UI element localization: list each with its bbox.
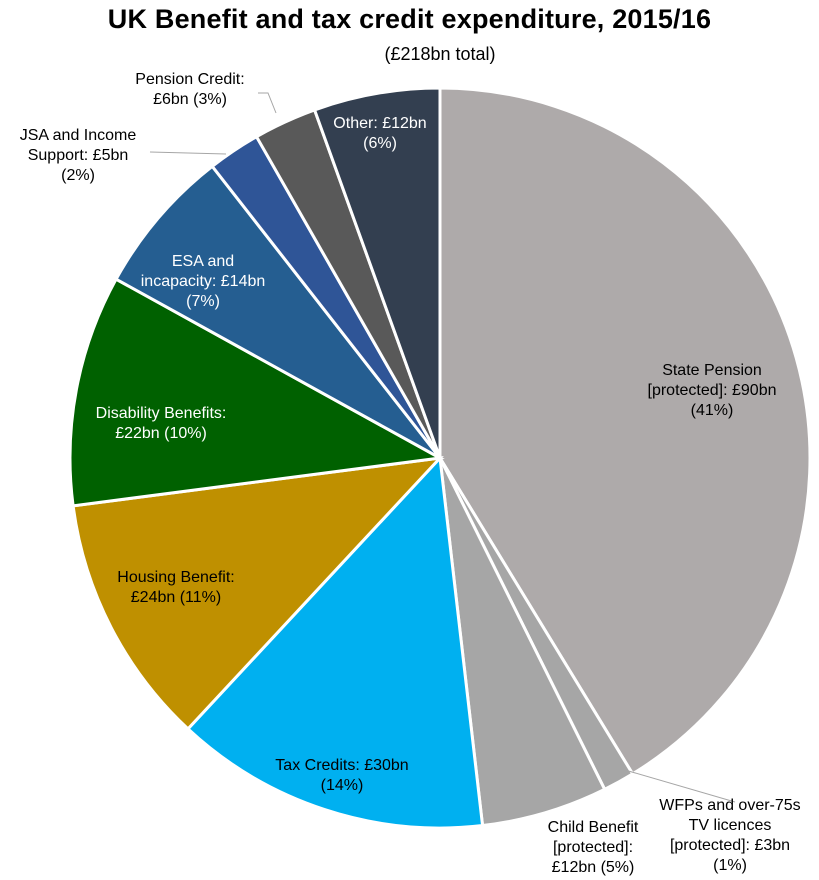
pie-slice-esa-and-incapacity <box>114 164 442 460</box>
slice-label-line: JSA and Income <box>20 127 137 144</box>
slice-label-line: Housing Benefit: <box>117 569 234 586</box>
slice-label-line: £6bn (3%) <box>153 91 227 108</box>
pie-slice-tax-credits <box>185 454 485 830</box>
leader-line <box>624 769 736 803</box>
slice-label-line: [protected]: £3bn <box>670 837 790 854</box>
slice-label-line: £12bn (5%) <box>552 859 635 876</box>
leader-line <box>258 92 277 114</box>
slice-label-line: (2%) <box>61 167 95 184</box>
slice-label-line: TV licences <box>689 817 772 834</box>
chart-subtitle: (£218bn total) <box>384 44 496 64</box>
slice-label-line: £22bn (10%) <box>115 425 207 442</box>
slice-label-line: Pension Credit: <box>135 71 244 88</box>
leader-line <box>149 151 227 155</box>
slice-label: Other: £12bn (6%) <box>333 115 426 152</box>
slice-label: State Pension [protected]: £90bn (41%) <box>648 362 777 419</box>
slice-label: WFPs and over-75s TV licences [protected]:… <box>659 797 800 874</box>
slice-label-line: (41%) <box>691 402 734 419</box>
slice-label-line: Child Benefit <box>548 819 639 836</box>
pie-slice-other <box>312 86 442 459</box>
slice-label-line: State Pension <box>662 362 762 379</box>
slice-label-line: (6%) <box>363 135 397 152</box>
slice-label-line: (7%) <box>186 293 220 310</box>
slice-label: Housing Benefit: £24bn (11%) <box>117 569 234 606</box>
slice-label: Pension Credit: £6bn (3%) <box>135 71 244 108</box>
pie-slice-disability-benefits <box>68 277 445 508</box>
slice-label-line: [protected]: <box>553 839 633 856</box>
slice-label-line: £24bn (11%) <box>131 589 221 606</box>
slice-label-line: (14%) <box>321 777 364 794</box>
pie-slice-housing-benefit <box>71 455 444 732</box>
slice-label-line: incapacity: £14bn <box>141 273 266 290</box>
slice-label-line: [protected]: £90bn <box>648 382 777 399</box>
slice-label-line: Support: £5bn <box>28 147 129 164</box>
slice-label: JSA and Income Support: £5bn (2%) <box>20 127 137 184</box>
slice-label: Child Benefit [protected]: £12bn (5%) <box>548 819 639 876</box>
slice-label-line: Disability Benefits: <box>96 405 227 422</box>
slice-label-line: WFPs and over-75s <box>659 797 800 814</box>
slice-label-line: ESA and <box>172 253 234 270</box>
slice-label: ESA and incapacity: £14bn (7%) <box>141 253 266 310</box>
slice-label-line: (1%) <box>713 857 747 874</box>
slice-label-line: Other: £12bn <box>333 115 426 132</box>
slice-label: Disability Benefits: £22bn (10%) <box>96 405 227 442</box>
pie-slice-state-pension-protected <box>438 86 812 776</box>
slice-label-line: Tax Credits: £30bn <box>275 757 408 774</box>
chart-title: UK Benefit and tax credit expenditure, 2… <box>107 4 712 34</box>
slice-label: Tax Credits: £30bn (14%) <box>275 757 408 794</box>
